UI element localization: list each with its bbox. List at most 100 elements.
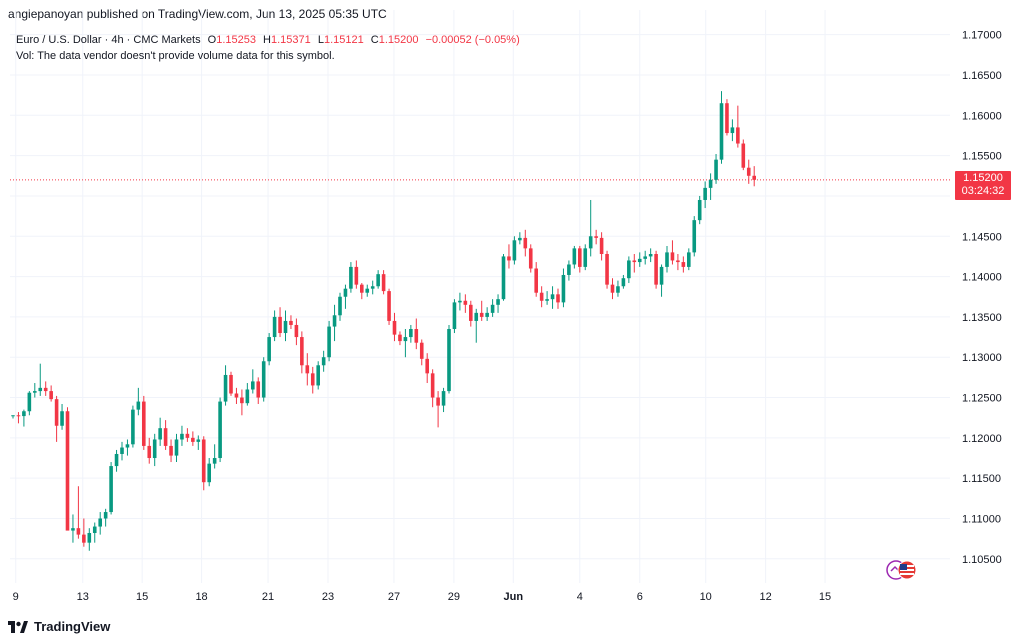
- time-tick-label: 21: [262, 591, 274, 603]
- candle-body: [594, 236, 598, 238]
- candle: [16, 412, 21, 424]
- candle: [174, 433, 179, 463]
- price-tick-label: 1.15500: [962, 151, 1002, 163]
- candle: [370, 280, 375, 295]
- candle: [71, 514, 75, 543]
- candle: [381, 270, 386, 295]
- symbol-description[interactable]: Euro / U.S. Dollar · 4h · CMC Markets: [16, 34, 201, 46]
- candle: [261, 357, 266, 402]
- candle: [376, 270, 380, 289]
- candle: [387, 288, 391, 325]
- candle-body: [501, 256, 506, 300]
- candle: [98, 512, 102, 535]
- price-tick-label: 1.11000: [962, 513, 1001, 525]
- candle: [512, 236, 517, 265]
- candle: [125, 439, 130, 456]
- time-tick-label: 10: [700, 591, 712, 603]
- candle-body: [730, 127, 735, 134]
- candle: [245, 383, 250, 406]
- candle-body: [539, 292, 544, 301]
- candle-body: [125, 444, 130, 448]
- candle: [681, 256, 686, 273]
- candle: [272, 310, 277, 342]
- candle: [169, 439, 173, 463]
- candle-body: [212, 458, 217, 464]
- candle-body: [332, 315, 337, 327]
- candle: [621, 274, 626, 289]
- candle: [305, 353, 310, 386]
- candle-body: [452, 302, 457, 329]
- candle-body: [752, 175, 756, 180]
- candle: [730, 119, 735, 142]
- candle-body: [163, 428, 168, 446]
- candle: [49, 385, 53, 402]
- candle-body: [300, 337, 304, 366]
- candle: [158, 417, 162, 446]
- open-label: O: [207, 34, 217, 46]
- candle: [561, 268, 566, 308]
- candle-body: [687, 252, 691, 267]
- candle-body: [109, 466, 113, 513]
- candle-body: [65, 411, 70, 531]
- candle: [349, 262, 353, 293]
- candle-body: [49, 391, 53, 400]
- candle-body: [703, 187, 707, 200]
- candle: [648, 248, 653, 263]
- candle-body: [736, 127, 740, 144]
- bar-countdown: 03:24:32: [961, 184, 1005, 197]
- candle-body: [365, 288, 370, 293]
- candle: [403, 328, 408, 358]
- candle-body: [556, 294, 560, 303]
- candle: [616, 280, 620, 297]
- candle: [289, 315, 293, 329]
- candle: [136, 387, 141, 416]
- candle: [507, 244, 511, 269]
- candle: [414, 318, 419, 350]
- candle-body: [316, 365, 320, 386]
- candle: [267, 333, 271, 366]
- candle: [65, 407, 70, 531]
- candle: [643, 250, 647, 265]
- last-price-value: 1.15200: [963, 171, 1003, 184]
- candle: [637, 252, 642, 267]
- candle-body: [22, 411, 26, 417]
- price-tick-label: 1.14500: [962, 231, 1002, 243]
- candle: [332, 304, 337, 342]
- candle: [419, 339, 424, 366]
- candle-body: [142, 401, 146, 446]
- candle: [191, 431, 195, 446]
- candle-body: [572, 248, 577, 265]
- low-label: L: [317, 34, 324, 46]
- tradingview-logo-icon: [8, 620, 28, 633]
- candle: [103, 508, 108, 527]
- candle-body: [131, 409, 135, 445]
- candle-body: [234, 393, 239, 398]
- candle: [687, 248, 691, 271]
- change-value: −0.00052 (−0.05%): [425, 34, 520, 46]
- candle: [142, 395, 146, 450]
- price-tick-label: 1.11500: [962, 473, 1001, 485]
- candle: [201, 436, 206, 491]
- candle-body: [174, 439, 179, 456]
- candle: [43, 381, 48, 396]
- candle-body: [588, 236, 593, 249]
- candle-body: [321, 357, 326, 366]
- candle: [283, 310, 288, 342]
- candle: [234, 387, 239, 404]
- candle: [746, 159, 751, 184]
- us-flag-events-icon[interactable]: [885, 559, 919, 581]
- candle-body: [469, 304, 473, 321]
- candle-body: [512, 240, 517, 261]
- candle-body: [659, 266, 664, 285]
- time-tick-label: 4: [577, 591, 583, 603]
- footer-brand[interactable]: TradingView: [8, 619, 110, 634]
- price-tick-label: 1.13500: [962, 312, 1002, 324]
- candle-body: [463, 300, 468, 305]
- candle-body: [447, 328, 451, 392]
- candle-body: [87, 533, 92, 543]
- candle: [599, 232, 604, 261]
- candle: [496, 294, 500, 313]
- candle-body: [76, 528, 81, 535]
- candle-body: [507, 256, 511, 261]
